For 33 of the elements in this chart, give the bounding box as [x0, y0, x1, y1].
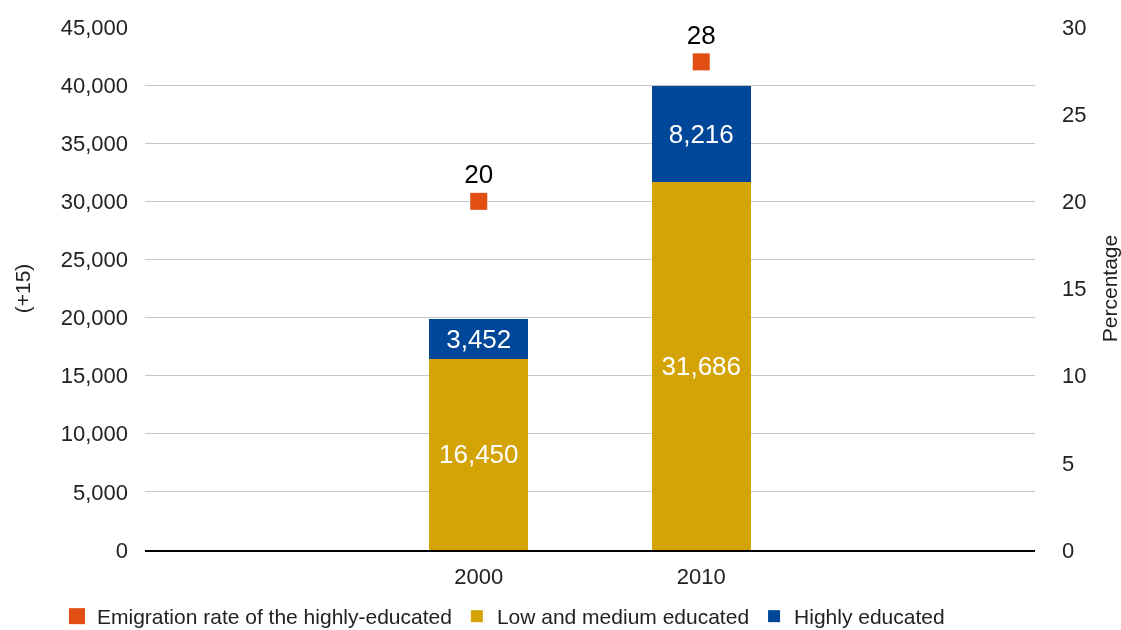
- y-axis-title: (+15): [10, 263, 34, 314]
- y2-tick-label: 10: [1062, 363, 1087, 389]
- data-label: 16,450: [438, 439, 519, 470]
- y2-axis-title: Percentage: [1098, 234, 1121, 343]
- y-tick-label: 45,000: [60, 14, 128, 40]
- y2-tick-label: 15: [1062, 276, 1087, 302]
- y-tick-label: 0: [115, 537, 128, 563]
- y2-tick-label: 20: [1062, 189, 1087, 215]
- legend-label: Emigration rate of the highly-educated: [97, 605, 452, 629]
- y-tick-label: 35,000: [60, 130, 128, 156]
- y2-tick-label: 0: [1062, 537, 1075, 563]
- x-tick-label: 2000: [454, 564, 504, 590]
- bar: [429, 358, 529, 550]
- legend-label: Highly educated: [794, 605, 945, 629]
- bar: [651, 181, 751, 550]
- y2-tick-label: 5: [1062, 450, 1075, 476]
- y2-tick-label: 25: [1062, 101, 1087, 127]
- x-tick-label: 2010: [676, 564, 726, 590]
- data-label: 31,686: [661, 350, 742, 381]
- y-tick-label: 15,000: [60, 363, 128, 389]
- y-tick-label: 25,000: [60, 247, 128, 273]
- y-tick-label: 30,000: [60, 189, 128, 215]
- y-tick-label: 10,000: [60, 421, 128, 447]
- data-label: 8,216: [668, 119, 734, 149]
- data-label: 3,452: [446, 323, 512, 354]
- y-tick-label: 40,000: [60, 72, 128, 98]
- data-label: 28: [686, 19, 716, 50]
- y2-tick-label: 30: [1062, 14, 1087, 40]
- legend-label: Low and medium educated: [496, 605, 750, 629]
- y-tick-label: 20,000: [60, 305, 128, 331]
- data-label: 20: [464, 159, 494, 190]
- y-tick-label: 5,000: [72, 479, 128, 505]
- bar: [651, 86, 751, 182]
